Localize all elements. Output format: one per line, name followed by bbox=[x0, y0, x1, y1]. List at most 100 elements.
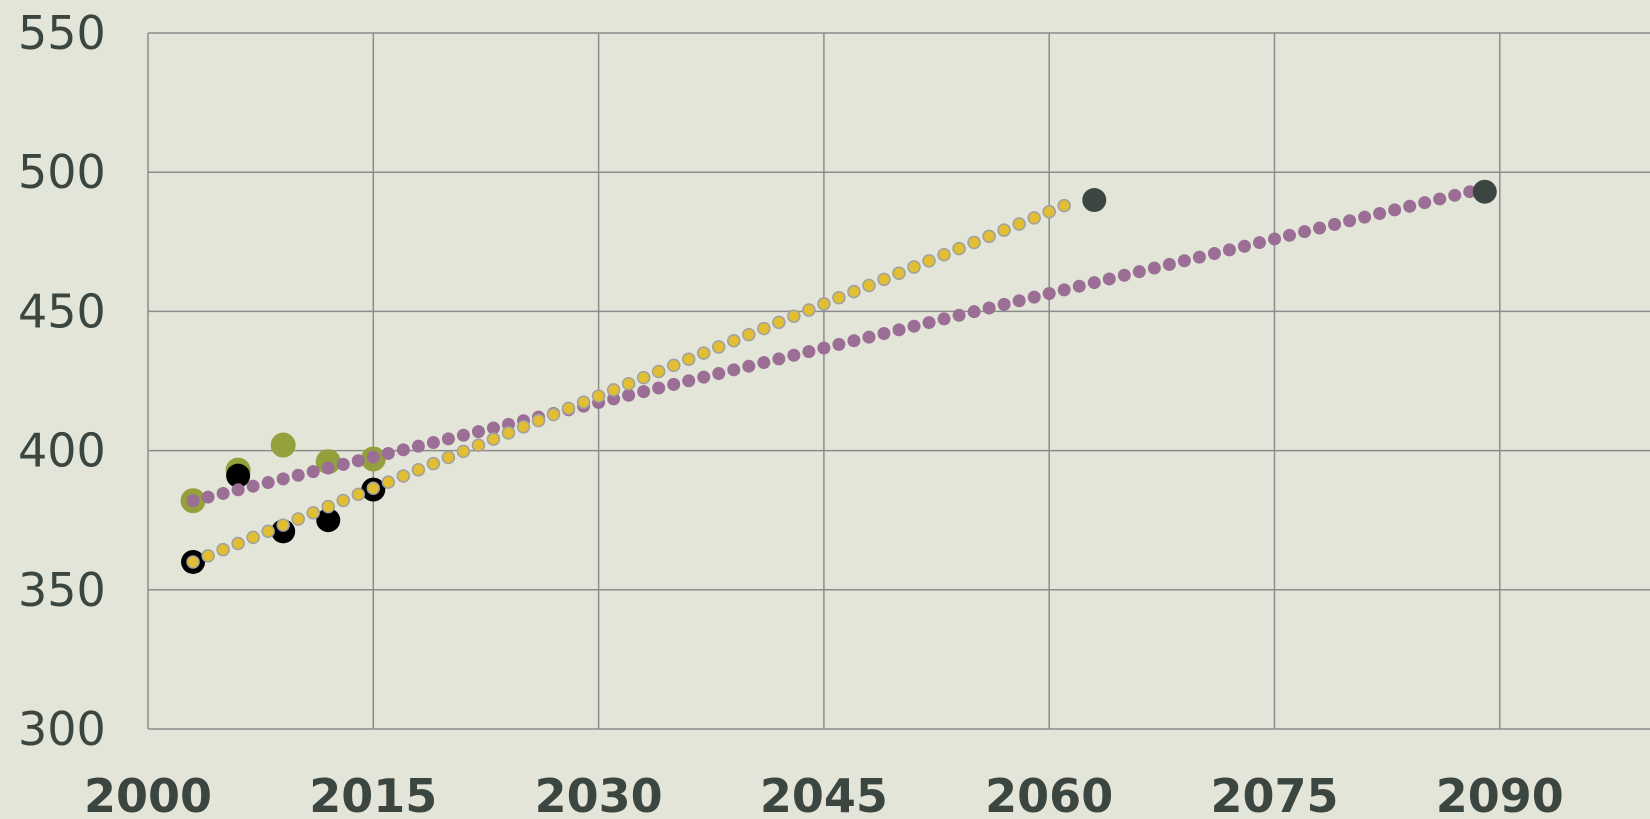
purple-trend-point bbox=[892, 323, 906, 337]
purple-trend-point bbox=[1463, 185, 1477, 199]
purple-trend-point bbox=[727, 363, 741, 377]
purple-trend-point bbox=[1343, 214, 1357, 228]
purple-trend-point bbox=[1403, 199, 1417, 213]
purple-trend-point bbox=[1388, 203, 1402, 217]
purple-trend-point bbox=[381, 446, 395, 460]
x-tick-label: 2045 bbox=[760, 769, 888, 819]
yellow-trend-point bbox=[937, 248, 951, 262]
yellow-trend-point bbox=[742, 327, 756, 342]
purple-trend-point bbox=[877, 326, 891, 340]
purple-trend-point bbox=[787, 348, 801, 362]
purple-trend-point bbox=[682, 374, 696, 388]
yellow-trend-point bbox=[817, 297, 831, 311]
y-tick-label: 550 bbox=[18, 6, 106, 60]
yellow-trend-point bbox=[216, 542, 230, 557]
purple-trend-point bbox=[802, 345, 816, 359]
purple-trend-point bbox=[637, 385, 651, 399]
yellow-trend-point bbox=[952, 241, 966, 256]
y-tick-label: 400 bbox=[18, 424, 106, 478]
purple-trend-point bbox=[1072, 279, 1086, 293]
purple-trend-point bbox=[276, 472, 290, 486]
x-axis-ticks: 2000 2015 2030 2045 2060 2075 2090 bbox=[84, 769, 1564, 819]
purple-trend-point bbox=[366, 450, 380, 464]
purple-trend-point bbox=[1057, 283, 1071, 297]
purple-trend-point bbox=[862, 330, 876, 344]
purple-trend-point bbox=[261, 476, 275, 490]
purple-trend-point bbox=[847, 334, 861, 348]
yellow-trend-point bbox=[486, 432, 501, 446]
yellow-trend-point bbox=[231, 536, 245, 551]
y-tick-label: 500 bbox=[18, 145, 106, 199]
purple-trend-point bbox=[1237, 239, 1251, 253]
yellow-trend-point bbox=[561, 401, 576, 416]
y-axis-ticks: 550 500 450 400 350 300 bbox=[18, 6, 106, 756]
purple-trend-point bbox=[937, 312, 951, 326]
black-data-point bbox=[316, 508, 341, 533]
purple-trend-point bbox=[216, 486, 230, 500]
purple-trend-point bbox=[1298, 225, 1312, 239]
purple-trend-point bbox=[1027, 290, 1041, 304]
yellow-trend-point bbox=[757, 321, 771, 336]
yellow-trend-point bbox=[201, 549, 215, 563]
purple-trend-point bbox=[351, 454, 365, 468]
green-data-point bbox=[270, 432, 296, 458]
purple-trend-point bbox=[1192, 250, 1206, 264]
purple-trend-point bbox=[757, 356, 771, 370]
purple-trend-point bbox=[396, 443, 410, 457]
yellow-trend-point bbox=[501, 426, 516, 440]
purple-trend-point bbox=[832, 337, 846, 351]
yellow-trend-point bbox=[802, 303, 816, 317]
yellow-trend-point bbox=[681, 352, 696, 366]
purple-trend-point bbox=[1252, 236, 1266, 250]
yellow-trend-point bbox=[727, 334, 741, 348]
purple-trend-point bbox=[231, 483, 245, 497]
yellow-trend-point bbox=[967, 235, 981, 250]
purple-trend-point bbox=[1177, 254, 1191, 268]
purple-trend-point bbox=[907, 319, 921, 333]
purple-trend-point bbox=[1162, 257, 1176, 271]
purple-trend-point bbox=[186, 494, 200, 508]
purple-trend-point bbox=[1147, 261, 1161, 275]
yellow-trend-point bbox=[636, 370, 651, 385]
x-tick-label: 2000 bbox=[84, 769, 212, 819]
yellow-trend-point bbox=[456, 444, 471, 459]
purple-trend-point bbox=[486, 421, 500, 435]
purple-trend-point bbox=[456, 428, 470, 442]
x-tick-label: 2030 bbox=[535, 769, 663, 819]
purple-trend-point bbox=[952, 308, 966, 322]
yellow-trend-point bbox=[907, 260, 921, 274]
endpoint-marker bbox=[1472, 179, 1497, 204]
purple-trend-point bbox=[1087, 276, 1101, 290]
grid-layer bbox=[147, 32, 1650, 730]
yellow-trend-point bbox=[922, 254, 936, 268]
purple-trend-point bbox=[471, 425, 485, 439]
yellow-trend-point bbox=[591, 389, 606, 403]
purple-trend-point bbox=[712, 366, 726, 380]
yellow-trend-point bbox=[366, 481, 381, 495]
yellow-trend-point bbox=[576, 395, 591, 409]
purple-trend-point bbox=[1117, 268, 1131, 282]
purple-trend-point bbox=[1042, 286, 1056, 300]
purple-trend-point bbox=[982, 301, 996, 315]
yellow-trend-point bbox=[862, 278, 876, 293]
purple-trend-point bbox=[1433, 192, 1447, 206]
yellow-trend-point bbox=[471, 438, 486, 452]
yellow-trend-point bbox=[606, 383, 621, 397]
purple-trend-point bbox=[817, 341, 831, 355]
purple-trend-point bbox=[411, 439, 425, 453]
yellow-trend-point bbox=[381, 475, 396, 489]
yellow-trend-point bbox=[1027, 211, 1041, 225]
series-layer bbox=[180, 179, 1497, 574]
yellow-trend-point bbox=[351, 487, 366, 502]
endpoint-marker bbox=[1082, 188, 1107, 213]
y-tick-label: 300 bbox=[18, 702, 106, 756]
yellow-trend-point bbox=[441, 450, 456, 465]
purple-trend-point bbox=[622, 388, 636, 402]
yellow-trend-point bbox=[276, 518, 290, 532]
yellow-trend-point bbox=[546, 407, 561, 422]
yellow-trend-point bbox=[336, 493, 351, 508]
purple-trend-point bbox=[967, 305, 981, 319]
purple-trend-point bbox=[1418, 196, 1432, 210]
yellow-trend-point bbox=[696, 346, 711, 360]
